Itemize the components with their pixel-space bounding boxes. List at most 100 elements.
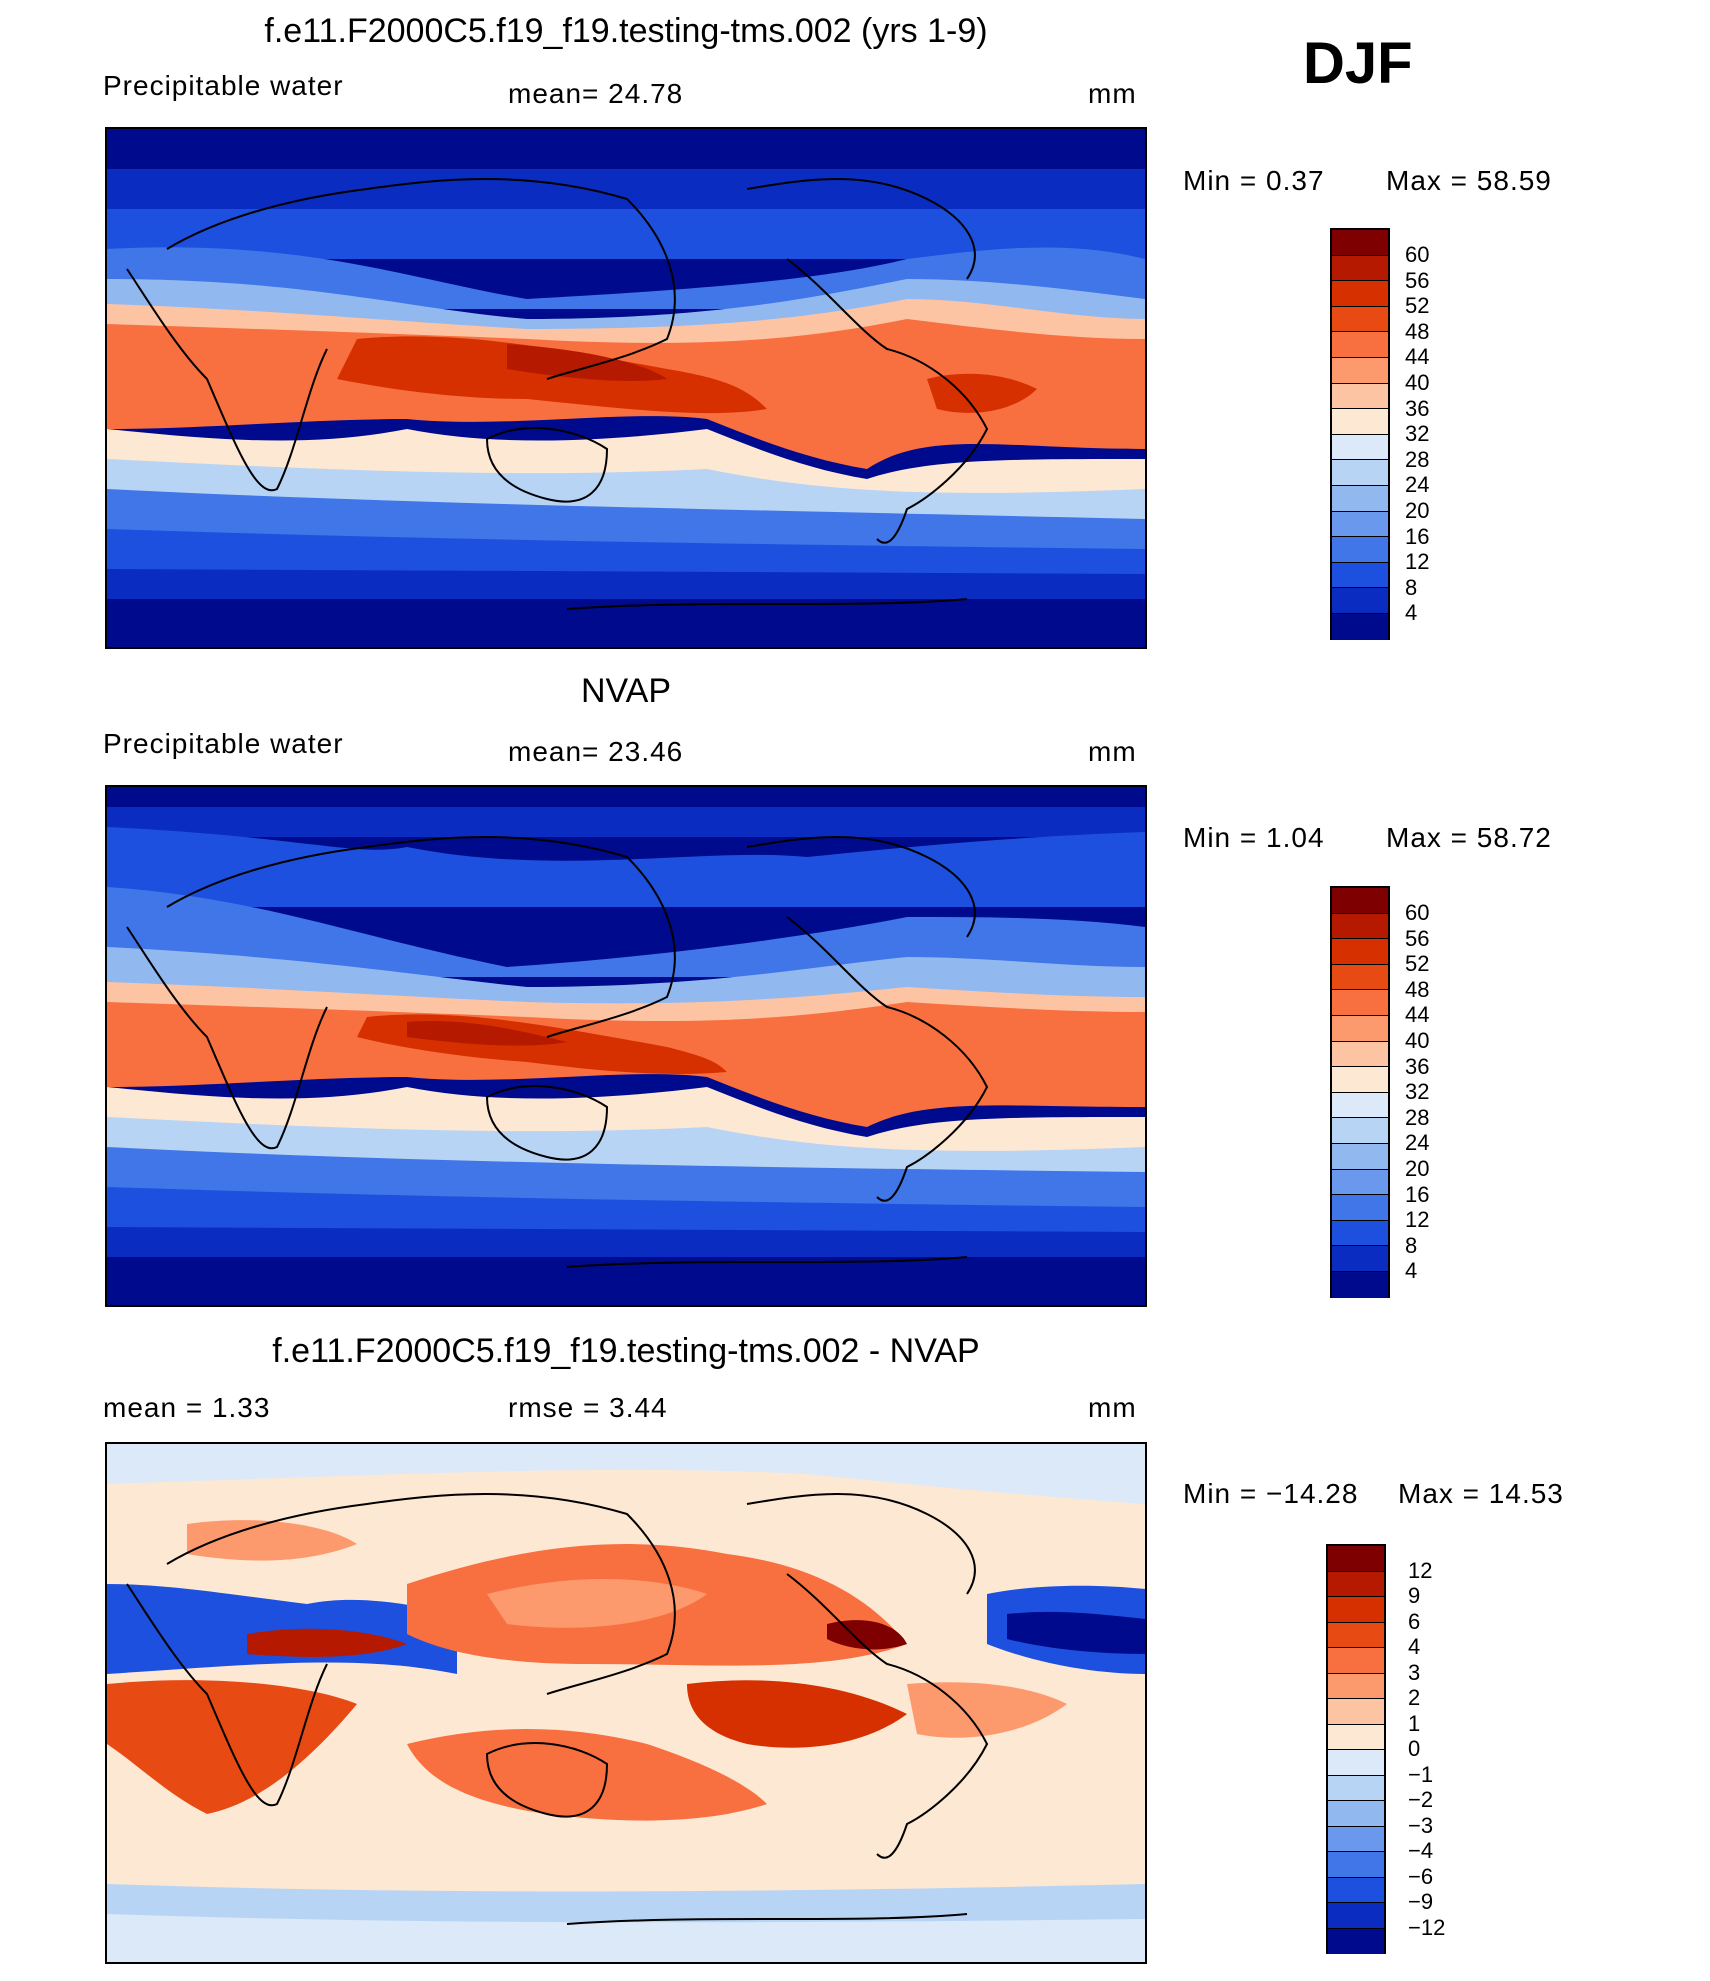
colorbar-tick-label: −3 [1408,1813,1434,1838]
colorbar-swatch [1332,537,1388,563]
colorbar-swatch [1328,1826,1384,1852]
colorbar-swatch [1332,511,1388,538]
colorbar-tick-label: 60 [1405,900,1430,925]
colorbar-tick-label: 56 [1405,926,1430,951]
colorbar-tick-label: 52 [1405,951,1430,976]
colorbar-tick-label: 4 [1405,600,1418,625]
panel-3-min-text: Min = −14.28 [1183,1478,1359,1509]
panel-2-map [105,785,1147,1307]
colorbar-tick-label: 4 [1408,1634,1421,1659]
panel-1-min-text: Min = 0.37 [1183,165,1325,196]
colorbar-swatch [1332,306,1388,333]
colorbar-tick-label: 48 [1405,319,1430,344]
panel-1-max-text: Max = 58.59 [1386,165,1552,196]
colorbar-swatch [1328,1775,1384,1801]
panel-2-units-label: mm [1088,736,1137,767]
colorbar-swatch [1328,1699,1384,1725]
colorbar-tick-label: 0 [1408,1736,1421,1761]
panel-1-title: f.e11.F2000C5.f19_f19.testing-tms.002 (y… [264,12,988,50]
colorbar-swatch [1332,460,1388,486]
colorbar-swatch [1332,888,1388,914]
colorbar-tick-label: 4 [1405,1258,1418,1283]
panel-3-units-label: mm [1088,1392,1137,1423]
colorbar-swatch [1332,1246,1388,1272]
colorbar-swatch [1332,939,1388,965]
colorbar-tick-label: 8 [1405,1233,1418,1258]
colorbar-swatch [1332,434,1388,461]
colorbar-swatch [1328,1571,1384,1597]
panel-2-max-text: Max = 58.72 [1386,822,1552,853]
panel-1-colorbar [1330,228,1390,640]
colorbar-swatch [1332,383,1388,410]
colorbar-swatch [1332,332,1388,358]
colorbar-tick-label: 40 [1405,1028,1430,1053]
panel-3-map [105,1442,1147,1964]
panel-3-rmse-label: rmse = 3.44 [508,1392,668,1423]
colorbar-swatch [1332,230,1388,256]
colorbar-tick-label: 52 [1405,293,1430,318]
colorbar-tick-label: 20 [1405,1156,1430,1181]
colorbar-tick-label: 24 [1405,1130,1430,1155]
colorbar-swatch [1332,281,1388,307]
colorbar-swatch [1332,990,1388,1016]
colorbar-swatch [1328,1724,1384,1750]
colorbar-swatch [1332,562,1388,589]
colorbar-swatch [1332,1015,1388,1042]
panel-2-mean-label: mean= 23.46 [508,736,684,767]
colorbar-swatch [1332,1067,1388,1093]
colorbar-tick-label: 28 [1405,1105,1430,1130]
colorbar-swatch [1328,1750,1384,1776]
colorbar-tick-label: 8 [1405,575,1418,600]
colorbar-swatch [1332,588,1388,614]
colorbar-tick-label: 32 [1405,1079,1430,1104]
colorbar-tick-label: −2 [1408,1787,1434,1812]
colorbar-tick-label: 16 [1405,524,1430,549]
colorbar-swatch [1332,613,1388,640]
panel-2-title: NVAP [580,672,672,710]
colorbar-tick-label: 56 [1405,268,1430,293]
colorbar-swatch [1328,1877,1384,1903]
colorbar-tick-label: −4 [1408,1838,1434,1863]
colorbar-tick-label: 12 [1405,549,1430,574]
colorbar-swatch [1332,1195,1388,1221]
colorbar-swatch [1332,964,1388,991]
colorbar-swatch [1332,1092,1388,1119]
colorbar-swatch [1332,255,1388,282]
panel-2-colorbar [1330,886,1390,1298]
colorbar-swatch [1332,1220,1388,1247]
colorbar-swatch [1328,1597,1384,1623]
panel-1-mean-label: mean= 24.78 [508,78,684,109]
colorbar-swatch [1328,1648,1384,1674]
colorbar-swatch [1332,357,1388,384]
panel-2-contour-field [107,787,1145,1305]
colorbar-tick-label: 44 [1405,344,1430,369]
panel-1-map [105,127,1147,649]
colorbar-swatch [1328,1546,1384,1572]
colorbar-tick-label: 16 [1405,1182,1430,1207]
colorbar-tick-label: 6 [1408,1609,1421,1634]
season-label: DJF [1303,31,1413,96]
colorbar-tick-label: 20 [1405,498,1430,523]
panel-2-min-text: Min = 1.04 [1183,822,1325,853]
colorbar-tick-label: 12 [1405,1207,1430,1232]
colorbar-tick-label: 32 [1405,421,1430,446]
panel-1-units-label: mm [1088,78,1137,109]
colorbar-tick-label: −6 [1408,1864,1434,1889]
panel-1-variable-label: Precipitable water [103,70,344,101]
colorbar-swatch [1332,1169,1388,1196]
colorbar-tick-label: 9 [1408,1583,1421,1608]
colorbar-swatch [1332,409,1388,435]
colorbar-tick-label: 12 [1408,1558,1433,1583]
colorbar-swatch [1332,913,1388,940]
colorbar-tick-label: 40 [1405,370,1430,395]
colorbar-tick-label: −9 [1408,1889,1434,1914]
colorbar-tick-label: −12 [1408,1915,1446,1940]
colorbar-tick-label: 48 [1405,977,1430,1002]
colorbar-tick-label: −1 [1408,1762,1434,1787]
colorbar-tick-label: 36 [1405,1054,1430,1079]
colorbar-tick-label: 44 [1405,1002,1430,1027]
colorbar-tick-label: 3 [1408,1660,1421,1685]
panel-3-max-text: Max = 14.53 [1398,1478,1564,1509]
panel-2-variable-label: Precipitable water [103,728,344,759]
colorbar-tick-label: 24 [1405,472,1430,497]
